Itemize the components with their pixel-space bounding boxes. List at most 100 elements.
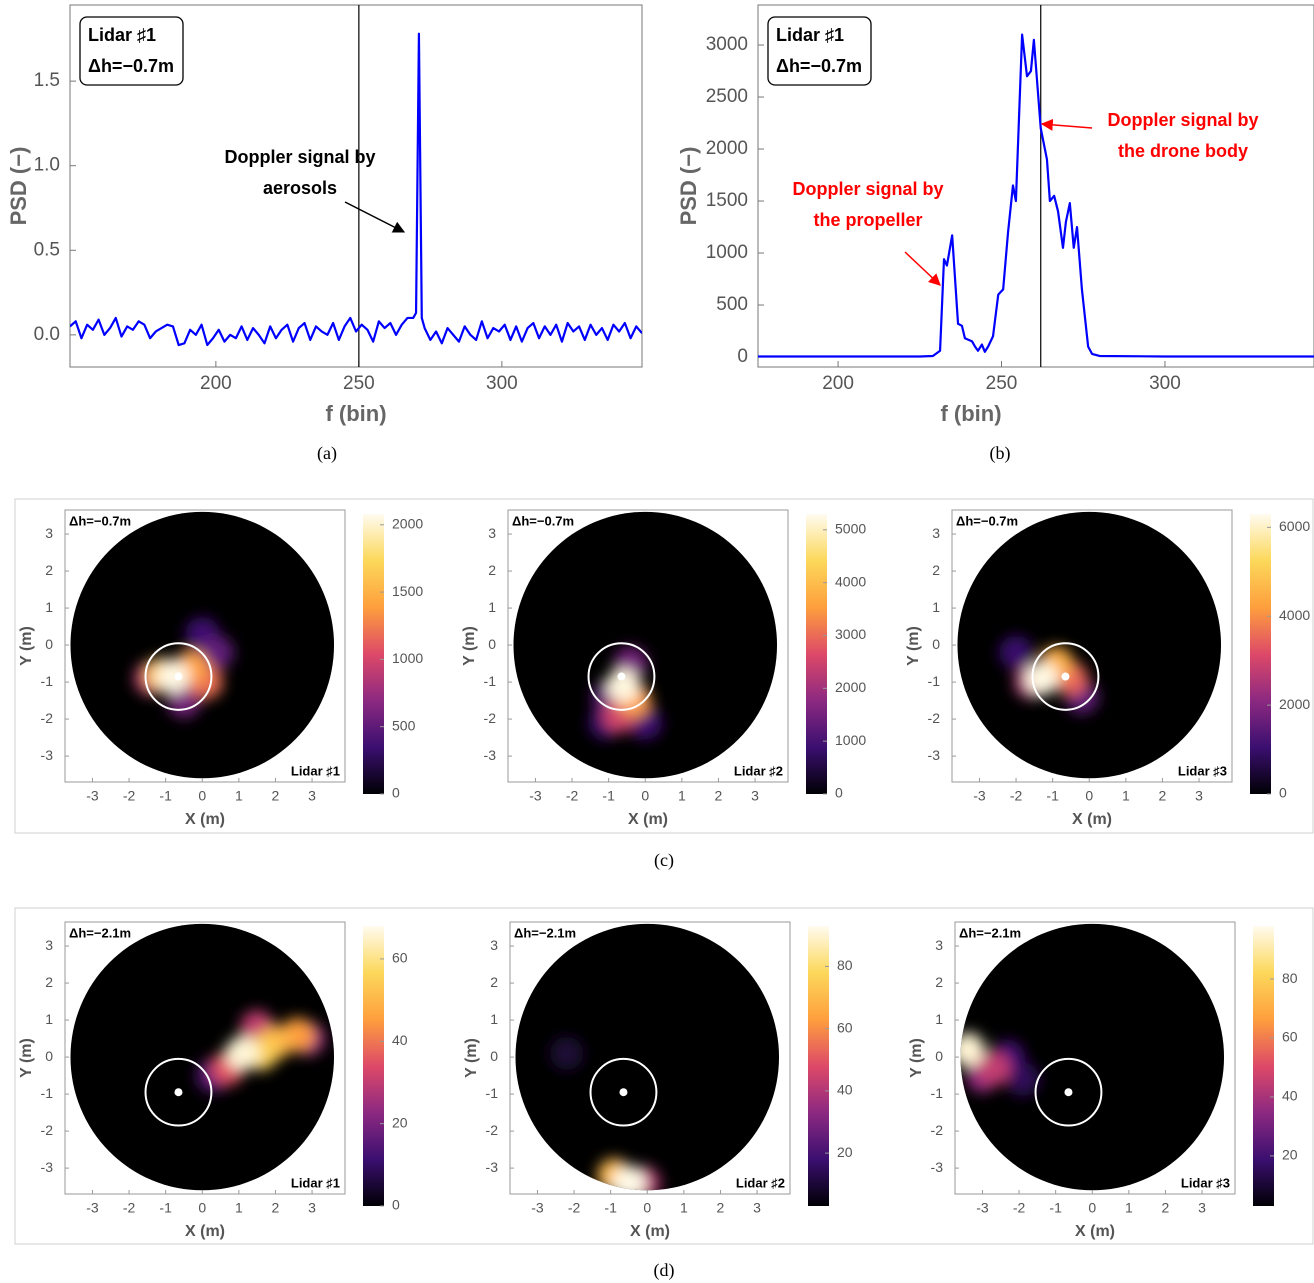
height-label: Δh=−0.7m <box>69 513 131 528</box>
y-axis-label: PSD (−) <box>676 147 701 226</box>
x-axis-label: X (m) <box>1072 811 1112 828</box>
heat-layer <box>134 616 234 718</box>
heat-blob <box>155 659 190 694</box>
x-tick-label: 3 <box>1198 1200 1206 1216</box>
y-tick-label: 2 <box>45 974 53 990</box>
colorbar-tick-label: 5000 <box>835 521 866 537</box>
annotation-text: Doppler signal by <box>1107 110 1258 130</box>
x-tick-label: 2 <box>272 1200 280 1216</box>
x-tick-label: 1 <box>235 788 243 804</box>
domain-disk <box>513 511 778 779</box>
y-tick-label: 2500 <box>706 86 748 107</box>
annotation-arrow <box>344 201 406 233</box>
x-tick-label: 3 <box>308 1200 316 1216</box>
lidar-label: Lidar ♯3 <box>1178 763 1227 778</box>
x-tick-label: 1 <box>680 1200 688 1216</box>
target-circle <box>589 1057 658 1127</box>
x-tick-label: 0 <box>641 788 649 804</box>
colorbar <box>363 514 384 794</box>
info-text: Lidar ♯1 <box>776 25 844 45</box>
caption: (b) <box>990 443 1011 464</box>
annotation-arrow <box>904 251 941 286</box>
colorbar-tick-label: 4000 <box>1279 607 1310 623</box>
x-tick-label: 2 <box>717 1200 725 1216</box>
colorbar <box>1253 926 1274 1206</box>
row-border <box>14 907 1314 1245</box>
annotation-text: Doppler signal by <box>224 147 375 167</box>
domain-disk <box>960 923 1225 1191</box>
domain-disk <box>957 511 1222 779</box>
info-box <box>767 16 872 86</box>
colorbar-tick-label: 3000 <box>835 626 866 642</box>
x-tick-label: -3 <box>86 1200 99 1216</box>
x-axis-label: f (bin) <box>325 401 386 426</box>
x-tick-label: -2 <box>1010 788 1023 804</box>
x-tick-label: 0 <box>643 1200 651 1216</box>
annotation-text: the propeller <box>813 210 922 230</box>
x-tick-label: 2 <box>1159 788 1167 804</box>
x-tick-label: -1 <box>159 1200 172 1216</box>
x-axis-label: X (m) <box>185 1223 225 1240</box>
heat-blob <box>611 1165 646 1191</box>
heat-blob <box>976 1051 1011 1086</box>
x-tick-label: -3 <box>86 788 99 804</box>
y-tick-label: -2 <box>41 710 54 726</box>
colorbar-tick-label: 2000 <box>1279 696 1310 712</box>
colorbar-tick-label: 0 <box>392 1197 400 1213</box>
y-tick-label: 1.5 <box>34 70 60 91</box>
x-tick-label: -1 <box>1046 788 1059 804</box>
colorbar-tick-label: 1000 <box>392 650 423 666</box>
heat-blob <box>606 668 641 703</box>
x-tick-label: 250 <box>343 373 375 394</box>
y-tick-label: 0 <box>935 1048 943 1064</box>
y-axis-label: Y (m) <box>461 626 478 666</box>
y-tick-label: -1 <box>486 1085 499 1101</box>
y-tick-label: -3 <box>41 747 54 763</box>
y-tick-label: 500 <box>716 294 748 315</box>
target-dot <box>174 1088 183 1097</box>
y-tick-label: 1000 <box>706 242 748 263</box>
x-tick-label: 3 <box>308 788 316 804</box>
colorbar-tick-label: 1000 <box>835 732 866 748</box>
x-axis-label: X (m) <box>185 811 225 828</box>
y-tick-label: 2 <box>932 562 940 578</box>
y-axis-label: Y (m) <box>18 1038 35 1078</box>
y-tick-label: 0.0 <box>34 324 60 345</box>
domain-disk <box>515 923 780 1191</box>
height-label: Δh=−2.1m <box>69 925 131 940</box>
lidar-label: Lidar ♯1 <box>291 763 340 778</box>
colorbar-tick-label: 0 <box>835 785 843 801</box>
x-tick-label: -1 <box>604 1200 617 1216</box>
y-tick-label: 2 <box>935 974 943 990</box>
y-tick-label: -1 <box>484 673 497 689</box>
heat-layer <box>549 1036 661 1191</box>
x-tick-label: 0 <box>1088 1200 1096 1216</box>
y-axis-label: Y (m) <box>908 1038 925 1078</box>
heat-blob <box>1024 661 1059 696</box>
y-tick-label: 3 <box>45 937 53 953</box>
caption: (d) <box>654 1260 675 1281</box>
height-label: Δh=−2.1m <box>514 925 576 940</box>
target-dot <box>174 672 183 681</box>
heat-blob <box>999 635 1034 670</box>
x-axis-label: f (bin) <box>940 401 1001 426</box>
y-tick-label: 3000 <box>706 34 748 55</box>
info-text: Δh=−0.7m <box>776 56 862 76</box>
colorbar-tick-label: 40 <box>837 1082 853 1098</box>
heat-blobs <box>134 616 234 718</box>
colorbar-tick-label: 6000 <box>1279 518 1310 534</box>
y-axis-label: PSD (−) <box>6 147 31 226</box>
lidar-label: Lidar ♯2 <box>734 763 783 778</box>
y-tick-label: 0 <box>488 636 496 652</box>
colorbar-tick-label: 4000 <box>835 573 866 589</box>
x-tick-label: 300 <box>1149 373 1181 394</box>
colorbar-tick-label: 20 <box>392 1114 408 1130</box>
y-tick-label: 3 <box>490 937 498 953</box>
lidar-label: Lidar ♯1 <box>291 1175 340 1190</box>
target-dot <box>619 1088 628 1097</box>
x-tick-label: 1 <box>1122 788 1130 804</box>
target-dot <box>1064 1088 1073 1097</box>
y-tick-label: 2000 <box>706 138 748 159</box>
y-tick-label: 3 <box>932 525 940 541</box>
x-tick-label: -1 <box>159 788 172 804</box>
